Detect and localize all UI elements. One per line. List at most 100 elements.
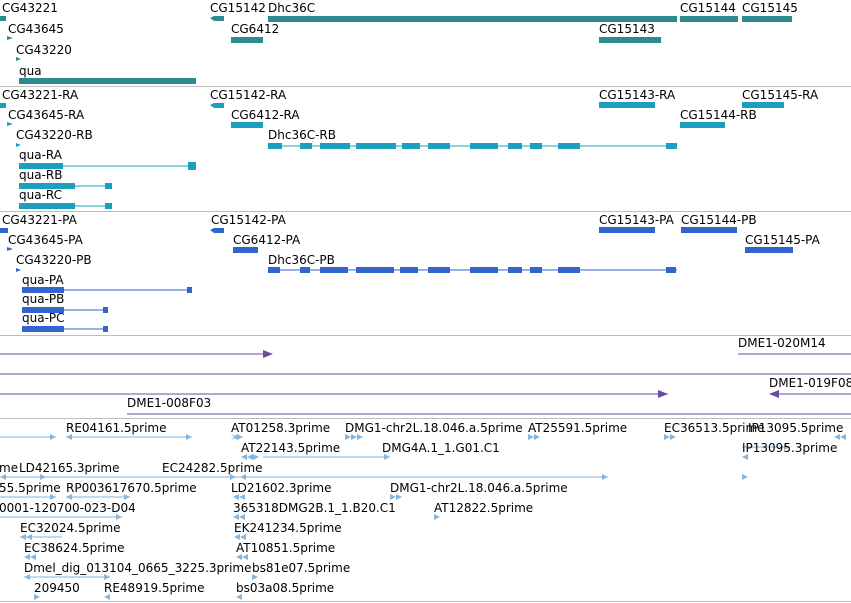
protein-label[interactable]: qua-PA — [22, 273, 64, 287]
est-label[interactable]: AT01258.3prime — [231, 421, 331, 435]
transcript-glyph-qua-ra[interactable] — [19, 162, 196, 170]
protein-glyph-qua-pb[interactable] — [22, 307, 108, 313]
est-label[interactable]: RE04161.5prime — [66, 421, 167, 435]
est-glyph[interactable] — [0, 514, 122, 520]
est-glyph[interactable] — [345, 434, 363, 440]
est-label[interactable]: DMG1-chr2L.18.046.a.5prime — [345, 421, 523, 435]
est-glyph[interactable] — [236, 594, 242, 600]
gene-glyph-cg43220[interactable] — [16, 57, 21, 61]
est-glyph[interactable] — [66, 494, 130, 500]
protein-label[interactable]: Dhc36C-PB — [268, 253, 335, 267]
est-label[interactable]: EC32024.5prime — [20, 521, 121, 535]
gene-label[interactable]: CG15144 — [680, 1, 736, 15]
est-glyph[interactable] — [233, 514, 245, 520]
transcript-label[interactable]: Dhc36C-RB — [268, 128, 336, 142]
gene-glyph-cg6412[interactable] — [231, 37, 263, 43]
gene-glyph-cg15145[interactable] — [742, 16, 792, 22]
clone-glyph-left-1[interactable] — [0, 350, 273, 358]
est-label[interactable]: LD42165.3prime — [19, 461, 120, 475]
est-label[interactable]: me — [0, 461, 19, 475]
gene-glyph-cg15144[interactable] — [680, 16, 738, 22]
protein-label[interactable]: CG43645-PA — [8, 233, 83, 247]
protein-label[interactable]: CG43220-PB — [16, 253, 92, 267]
gene-label[interactable]: CG15142 — [210, 1, 266, 15]
protein-glyph-cg43221-pa[interactable] — [0, 228, 8, 233]
est-label[interactable]: IP13095.5prime — [748, 421, 844, 435]
est-glyph[interactable] — [66, 434, 192, 440]
protein-label[interactable]: CG43221-PA — [2, 213, 77, 227]
protein-label[interactable]: CG15145-PA — [745, 233, 820, 247]
est-glyph[interactable] — [236, 554, 248, 560]
transcript-label[interactable]: CG15143-RA — [599, 88, 676, 102]
est-glyph[interactable] — [434, 514, 440, 520]
transcript-glyph-cg43645-ra[interactable] — [7, 122, 13, 126]
est-glyph[interactable] — [252, 574, 258, 580]
est-glyph[interactable] — [664, 434, 676, 440]
clone-label[interactable]: DME1-020M14 — [738, 336, 826, 350]
est-label[interactable]: EK241234.5prime — [234, 521, 342, 535]
protein-label[interactable]: CG15144-PB — [681, 213, 757, 227]
protein-glyph-cg15144-pb[interactable] — [681, 227, 737, 233]
est-glyph[interactable] — [233, 494, 245, 500]
gene-glyph-qua[interactable] — [19, 78, 196, 84]
est-label[interactable]: LD21602.3prime — [231, 481, 332, 495]
protein-glyph-cg43220-pb[interactable] — [16, 268, 21, 272]
transcript-glyph-dhc36c-rb[interactable] — [268, 143, 677, 149]
est-label[interactable]: DMG1-chr2L.18.046.a.5prime — [390, 481, 568, 495]
transcript-label[interactable]: CG15145-RA — [742, 88, 819, 102]
est-glyph[interactable] — [34, 594, 40, 600]
transcript-label[interactable]: CG43221-RA — [2, 88, 79, 102]
gene-glyph-cg43645[interactable] — [7, 36, 13, 40]
est-label[interactable]: DMG4A.1_1.G01.C1 — [382, 441, 500, 455]
protein-glyph-qua-pc[interactable] — [22, 326, 108, 332]
transcript-glyph-cg15144-rb[interactable] — [680, 122, 725, 128]
est-glyph[interactable] — [241, 454, 259, 460]
gene-glyph-cg15143[interactable] — [599, 37, 661, 43]
protein-label[interactable]: CG15142-PA — [211, 213, 286, 227]
est-label[interactable]: 209450 — [34, 581, 80, 595]
transcript-label[interactable]: qua-RB — [19, 168, 63, 182]
est-label[interactable]: bs81e07.5prime — [252, 561, 351, 575]
protein-label[interactable]: qua-PC — [22, 311, 65, 325]
clone-glyph-dme1-019f08[interactable] — [0, 390, 851, 398]
protein-glyph-dhc36c-pb[interactable] — [268, 267, 677, 273]
est-label[interactable]: Dmel_dig_013104_0665_3225.3prime — [24, 561, 252, 575]
protein-glyph-cg15142-pa[interactable] — [210, 228, 224, 233]
est-glyph[interactable] — [104, 594, 110, 600]
transcript-glyph-qua-rc[interactable] — [19, 203, 112, 209]
est-label[interactable]: EC38624.5prime — [24, 541, 125, 555]
protein-glyph-cg43645-pa[interactable] — [7, 247, 13, 251]
est-glyph[interactable] — [234, 534, 246, 540]
transcript-label[interactable]: qua-RC — [19, 188, 63, 202]
est-glyph[interactable] — [528, 434, 540, 440]
protein-label[interactable]: CG6412-PA — [233, 233, 301, 247]
gene-glyph-cg15142[interactable] — [210, 16, 224, 21]
protein-label[interactable]: CG15143-PA — [599, 213, 674, 227]
est-glyph[interactable] — [390, 494, 402, 500]
protein-glyph-cg15145-pa[interactable] — [745, 247, 793, 253]
transcript-label[interactable]: CG6412-RA — [231, 108, 300, 122]
gene-label[interactable]: CG15145 — [742, 1, 798, 15]
clone-label[interactable]: DME1-008F03 — [127, 396, 212, 410]
est-label[interactable]: RE48919.5prime — [104, 581, 205, 595]
est-label[interactable]: EC24282.5prime — [162, 461, 263, 475]
transcript-label[interactable]: qua-RA — [19, 148, 62, 162]
gene-label[interactable]: CG43220 — [16, 43, 72, 57]
gene-label[interactable]: qua — [19, 64, 42, 78]
est-glyph[interactable] — [160, 474, 608, 480]
est-label[interactable]: AT25591.5prime — [528, 421, 628, 435]
transcript-label[interactable]: CG15144-RB — [680, 108, 757, 122]
est-glyph[interactable] — [834, 434, 846, 440]
gene-glyph-cg43221[interactable] — [0, 16, 6, 21]
transcript-glyph-qua-rb[interactable] — [19, 183, 112, 189]
transcript-glyph-cg15142-ra[interactable] — [210, 103, 224, 108]
clone-label[interactable]: DME1-019F08 — [769, 376, 851, 390]
transcript-label[interactable]: CG43220-RB — [16, 128, 93, 142]
transcript-label[interactable]: CG15142-RA — [210, 88, 287, 102]
gene-label[interactable]: Dhc36C — [268, 1, 316, 15]
est-label[interactable]: AT12822.5prime — [434, 501, 534, 515]
gene-glyph-dhc36c[interactable] — [268, 16, 677, 22]
est-glyph[interactable] — [0, 494, 56, 500]
est-label[interactable]: bs03a08.5prime — [236, 581, 335, 595]
est-label[interactable]: AT10851.5prime — [236, 541, 336, 555]
